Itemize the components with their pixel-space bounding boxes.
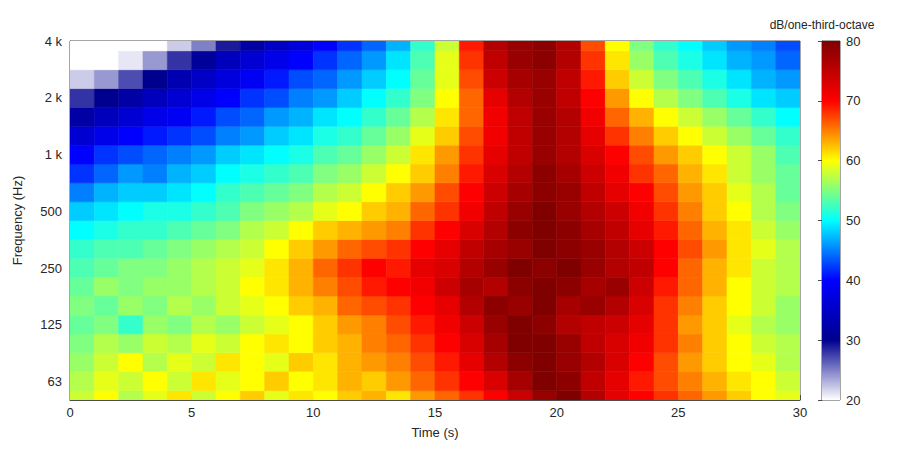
svg-text:2 k: 2 k (45, 90, 63, 105)
svg-text:10: 10 (306, 405, 320, 420)
svg-text:20: 20 (846, 393, 860, 408)
svg-text:Time (s): Time (s) (411, 425, 458, 440)
svg-text:5: 5 (188, 405, 195, 420)
svg-text:15: 15 (428, 405, 442, 420)
svg-text:250: 250 (40, 261, 62, 276)
svg-text:20: 20 (549, 405, 563, 420)
svg-text:125: 125 (40, 317, 62, 332)
svg-text:30: 30 (846, 333, 860, 348)
svg-text:60: 60 (846, 153, 860, 168)
svg-text:30: 30 (793, 405, 807, 420)
svg-text:50: 50 (846, 213, 860, 228)
svg-text:80: 80 (846, 34, 860, 49)
svg-text:0: 0 (66, 405, 73, 420)
svg-text:25: 25 (671, 405, 685, 420)
svg-text:1 k: 1 k (45, 147, 63, 162)
svg-text:Frequency (Hz): Frequency (Hz) (10, 176, 25, 266)
svg-text:63: 63 (48, 374, 62, 389)
svg-text:4 k: 4 k (45, 34, 63, 49)
svg-text:70: 70 (846, 93, 860, 108)
svg-text:dB/one-third-octave: dB/one-third-octave (770, 18, 875, 32)
svg-text:500: 500 (40, 204, 62, 219)
svg-text:40: 40 (846, 273, 860, 288)
